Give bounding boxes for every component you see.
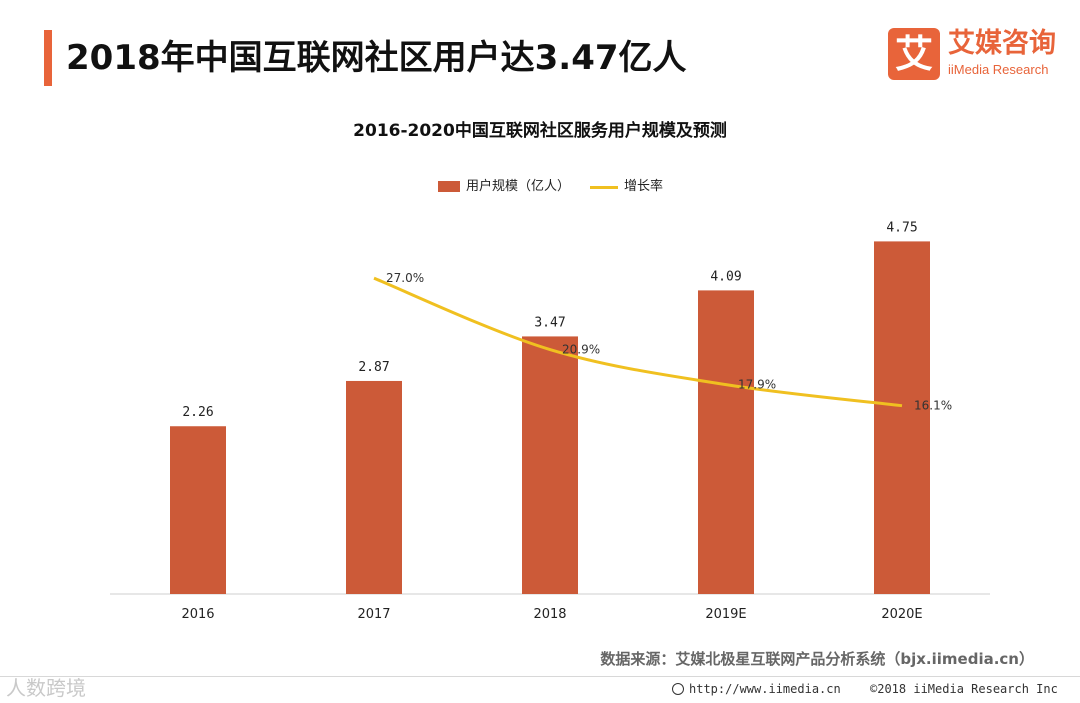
bar-label-2017: 2.87	[358, 360, 389, 375]
x-tick-label-2017: 2017	[357, 607, 390, 622]
x-tick-label-2019E: 2019E	[705, 607, 746, 622]
legend-line-label: 增长率	[624, 179, 664, 194]
footer-divider	[0, 676, 1080, 677]
footer-copyright: ©2018 iiMedia Research Inc	[870, 682, 1058, 696]
bar-label-2016: 2.26	[182, 405, 213, 420]
chart-title: 2016-2020中国互联网社区服务用户规模及预测	[353, 121, 727, 141]
bar-2019E	[698, 290, 754, 594]
growth-label-2018: 20.9%	[562, 343, 600, 357]
bar-2018	[522, 336, 578, 594]
brand-logo: 艾 艾媒咨询 iiMedia Research	[888, 28, 1068, 84]
logo-subtitle: iiMedia Research	[948, 62, 1049, 77]
data-source-note: 数据来源：艾媒北极星互联网产品分析系统（bjx.iimedia.cn）	[600, 650, 1034, 668]
logo-mark-icon: 艾	[888, 28, 940, 80]
legend-line-swatch	[590, 186, 618, 189]
bar-label-2019E: 4.09	[710, 269, 741, 284]
x-tick-label-2016: 2016	[181, 607, 214, 622]
legend-bar-swatch	[438, 181, 460, 192]
globe-icon	[672, 683, 684, 695]
growth-rate-line	[373, 276, 903, 408]
bar-2016	[170, 426, 226, 594]
title-accent-bar	[44, 30, 52, 86]
x-tick-label-2018: 2018	[533, 607, 566, 622]
page-title: 2018年中国互联网社区用户达3.47亿人	[66, 38, 687, 78]
x-tick-label-2020E: 2020E	[881, 607, 922, 622]
growth-label-2019E: 17.9%	[738, 378, 776, 392]
growth-label-2017: 27.0%	[386, 271, 424, 285]
logo-name: 艾媒咨询	[948, 28, 1056, 59]
bar-2020E	[874, 241, 930, 594]
footer-url[interactable]: http://www.iimedia.cn	[672, 682, 841, 696]
bar-2017	[346, 380, 402, 594]
legend-bar-label: 用户规模（亿人）	[466, 179, 571, 194]
footer-url-text[interactable]: http://www.iimedia.cn	[689, 682, 841, 696]
bar-label-2020E: 4.75	[886, 220, 917, 235]
growth-label-2020E: 16.1%	[914, 399, 952, 413]
bar-label-2018: 3.47	[534, 315, 565, 330]
watermark-text: 人数跨境	[6, 676, 86, 700]
